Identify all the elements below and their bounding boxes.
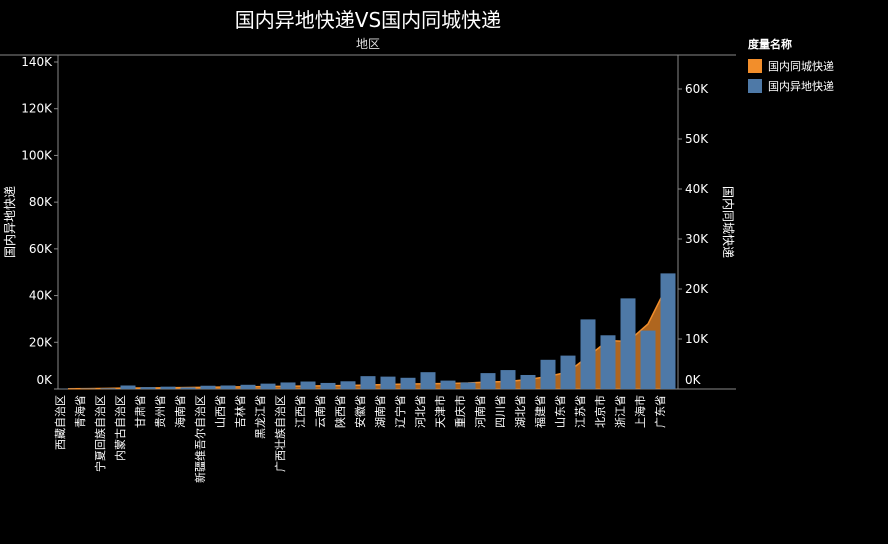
x-tick-label: 贵州省 <box>154 395 167 428</box>
y2-tick-label: 0K <box>685 373 702 387</box>
intercity-bar[interactable] <box>641 331 656 389</box>
intercity-bar[interactable] <box>621 298 636 389</box>
intercity-bar[interactable] <box>301 382 316 389</box>
intercity-bar[interactable] <box>121 385 136 389</box>
intercity-bar[interactable] <box>261 384 276 389</box>
intercity-bar[interactable] <box>201 386 216 389</box>
x-tick-label: 吉林省 <box>233 395 247 428</box>
intercity-bar[interactable] <box>581 319 596 389</box>
x-tick-label: 重庆市 <box>453 395 467 428</box>
x-tick-label: 江苏省 <box>574 395 587 428</box>
x-tick-label: 西藏自治区 <box>53 395 67 450</box>
intercity-bar[interactable] <box>181 387 196 389</box>
x-tick-label: 河北省 <box>414 395 427 428</box>
intercity-bar[interactable] <box>381 377 396 389</box>
x-tick-label: 山西省 <box>214 395 227 428</box>
intercity-bar[interactable] <box>161 387 176 389</box>
x-tick-label: 四川省 <box>494 395 507 428</box>
column-header: 地区 <box>356 37 380 51</box>
intercity-bar[interactable] <box>361 376 376 389</box>
intercity-bar[interactable] <box>601 335 616 389</box>
x-tick-label: 福建省 <box>533 395 547 428</box>
x-tick-label: 甘肃省 <box>134 395 147 428</box>
intercity-bar[interactable] <box>221 385 236 389</box>
y-tick-label: 80K <box>29 195 53 209</box>
x-tick-label: 海南省 <box>173 395 187 428</box>
x-tick-label: 辽宁省 <box>393 395 407 428</box>
intercity-bar[interactable] <box>661 273 676 389</box>
y2-tick-label: 60K <box>685 82 709 96</box>
intercity-bar[interactable] <box>501 370 516 389</box>
intercity-bar[interactable] <box>561 356 576 389</box>
x-tick-label: 上海市 <box>633 395 647 428</box>
x-tick-label: 江西省 <box>294 395 307 428</box>
x-tick-label: 山东省 <box>554 395 567 428</box>
y2-tick-label: 10K <box>685 332 709 346</box>
y-tick-label: 40K <box>29 289 53 303</box>
x-tick-label: 河南省 <box>474 395 487 428</box>
x-tick-label: 安徽省 <box>353 395 367 428</box>
intercity-bar[interactable] <box>341 381 356 389</box>
same-city-area[interactable] <box>68 284 668 389</box>
x-tick-label: 广西壮族自治区 <box>273 395 287 472</box>
y-tick-label: 20K <box>29 335 53 349</box>
intercity-bar[interactable] <box>401 378 416 389</box>
y2-tick-label: 20K <box>685 282 709 296</box>
x-tick-label: 湖北省 <box>514 395 527 428</box>
x-tick-label: 北京市 <box>593 395 607 428</box>
x-tick-label: 宁夏回族自治区 <box>93 395 107 472</box>
y-tick-label: 140K <box>21 55 53 69</box>
y2-tick-label: 30K <box>685 232 709 246</box>
x-tick-label: 青海省 <box>73 395 87 428</box>
x-tick-label: 内蒙古自治区 <box>113 395 127 461</box>
x-tick-label: 湖南省 <box>374 395 387 428</box>
y-tick-label: 0K <box>36 373 53 387</box>
intercity-bar[interactable] <box>521 375 536 389</box>
intercity-bar[interactable] <box>481 373 496 389</box>
x-tick-label: 浙江省 <box>614 395 627 428</box>
x-tick-label: 陕西省 <box>333 395 347 428</box>
intercity-bar[interactable] <box>141 387 156 389</box>
intercity-bar-layer <box>61 273 676 389</box>
intercity-bar[interactable] <box>541 360 556 389</box>
axis-tick-layer: 0K 20K 40K 60K 80K 100K 120K 140K 0K 10K 20K 30K 40K… <box>21 55 709 483</box>
y-axis-label: 国内异地快递 <box>3 186 17 258</box>
y2-tick-label: 40K <box>685 182 709 196</box>
y2-axis-label: 国内同城快递 <box>721 186 735 258</box>
same-city-area-layer <box>68 284 668 389</box>
intercity-bar[interactable] <box>421 372 436 389</box>
y-tick-label: 60K <box>29 242 53 256</box>
y2-tick-label: 50K <box>685 132 709 146</box>
y-tick-label: 120K <box>21 102 53 116</box>
x-tick-label: 天津市 <box>433 395 447 428</box>
intercity-bar[interactable] <box>281 382 296 389</box>
intercity-bar[interactable] <box>241 385 256 389</box>
x-tick-label: 新疆维吾尔自治区 <box>193 395 207 483</box>
y-tick-label: 100K <box>21 148 53 162</box>
intercity-bar[interactable] <box>101 388 116 389</box>
x-tick-label: 云南省 <box>314 395 327 428</box>
intercity-bar[interactable] <box>441 381 456 389</box>
x-tick-label: 广东省 <box>654 395 667 428</box>
intercity-bar[interactable] <box>321 383 336 389</box>
x-tick-label: 黑龙江省 <box>254 395 267 439</box>
intercity-bar[interactable] <box>461 382 476 389</box>
